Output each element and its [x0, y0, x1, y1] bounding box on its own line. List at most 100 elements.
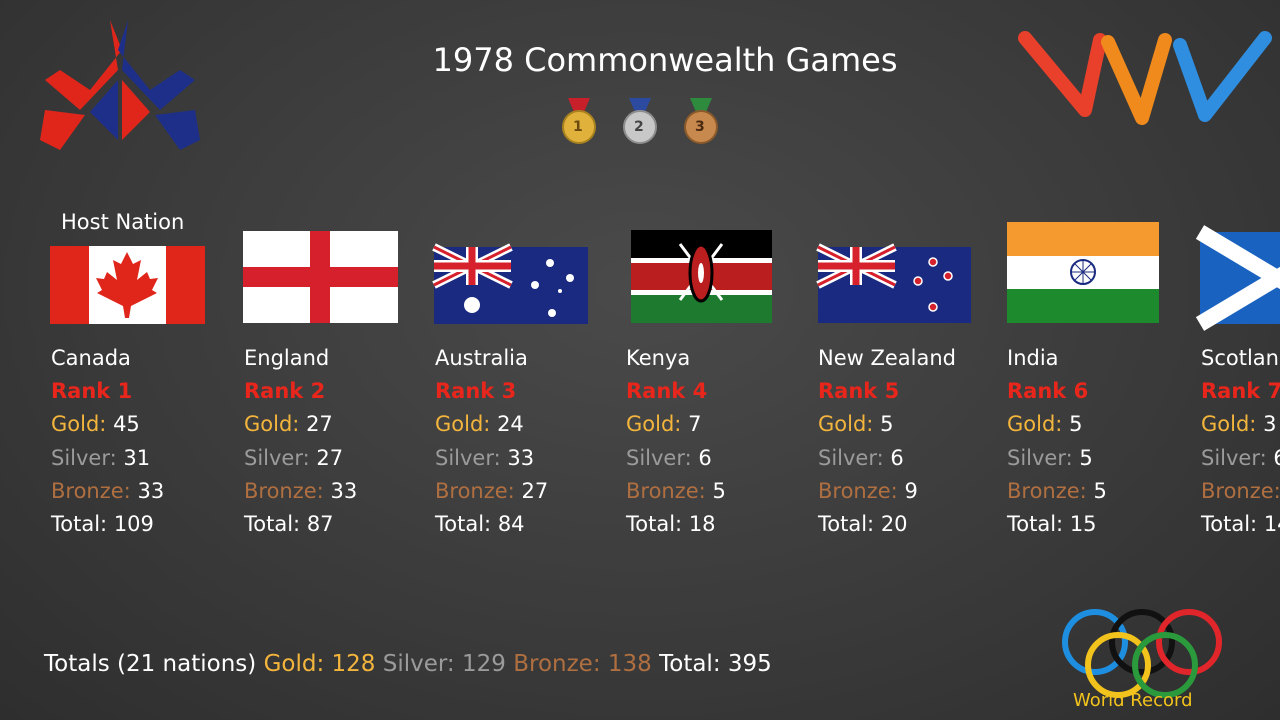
flag-india	[1007, 222, 1159, 323]
cgf-logo	[1018, 31, 1272, 125]
gold-row: Gold: 3	[1201, 414, 1276, 435]
silver-row: Silver: 6	[626, 448, 712, 469]
medal-label: 2	[634, 119, 644, 135]
flag-england	[243, 231, 398, 323]
footer: Totals (21 nations) Gold: 128 Silver: 12…	[44, 651, 772, 677]
total-label: Total:	[244, 512, 301, 536]
silver-row: Silver: 5	[1007, 448, 1093, 469]
medal-label: 1	[573, 119, 583, 135]
bronze-label: Bronze:	[626, 479, 706, 503]
silver-label: Silver:	[626, 446, 692, 470]
bronze-value: 33	[330, 479, 358, 503]
gold-label: Gold:	[1007, 412, 1063, 436]
nation-rank: Rank 2	[244, 379, 326, 403]
bronze-label: Bronze:	[818, 479, 898, 503]
bronze-row: Bronze: 27	[435, 481, 548, 502]
total-value: 18	[688, 512, 716, 536]
footer-label: Totals (21 nations)	[44, 651, 257, 677]
total-row: Total: 20	[818, 514, 908, 535]
gold-label: Gold:	[818, 412, 874, 436]
title: 1978 Commonwealth Games	[432, 41, 898, 79]
total-value: 20	[880, 512, 908, 536]
silver-label: Silver:	[51, 446, 117, 470]
total-label: Total:	[1007, 512, 1064, 536]
bronze-label: Bronze:	[244, 479, 324, 503]
total-row: Total: 18	[626, 514, 716, 535]
nation-name: Kenya	[626, 346, 691, 370]
nation-rank: Rank 6	[1007, 379, 1089, 403]
gold-row: Gold: 27	[244, 414, 333, 435]
silver-value: 5	[1079, 446, 1093, 470]
silver-label: Silver:	[435, 446, 501, 470]
total-value: 87	[306, 512, 334, 536]
gold-label: Gold:	[244, 412, 300, 436]
total-label: Total:	[51, 512, 108, 536]
gold-label: Gold:	[1201, 412, 1257, 436]
bronze-value: 33	[137, 479, 165, 503]
total-label: Total:	[435, 512, 492, 536]
silver-value: 31	[123, 446, 151, 470]
silver-value: 6	[890, 446, 904, 470]
silver-row: Silver: 33	[435, 448, 534, 469]
nation-name: Australia	[435, 346, 528, 370]
bronze-value: 9	[904, 479, 918, 503]
nation-name: India	[1007, 346, 1059, 370]
gold-value: 5	[1069, 412, 1083, 436]
total-value: 15	[1069, 512, 1097, 536]
total-row: Total: 109	[51, 514, 154, 535]
silver-value: 6	[698, 446, 712, 470]
silver-row: Silver: 31	[51, 448, 150, 469]
footer-silver: 129	[462, 651, 506, 677]
gold-value: 5	[880, 412, 894, 436]
silver-row: Silver: 6	[1201, 448, 1280, 469]
silver-label: Silver:	[244, 446, 310, 470]
nation-rank: Rank 7	[1201, 379, 1280, 403]
silver-label: Silver:	[818, 446, 884, 470]
nation-rank: Rank 5	[818, 379, 900, 403]
bronze-row: Bronze: 5	[626, 481, 726, 502]
gold-row: Gold: 7	[626, 414, 701, 435]
bronze-row: Bronze: 33	[51, 481, 164, 502]
flag-australia	[432, 243, 588, 324]
olympic-rings	[1062, 609, 1222, 698]
medal-label: 3	[695, 119, 705, 135]
total-label: Total:	[818, 512, 875, 536]
nation-rank: Rank 4	[626, 379, 708, 403]
total-row: Total: 84	[435, 514, 525, 535]
nation-name: Canada	[51, 346, 131, 370]
bronze-label: Bronze:	[51, 479, 131, 503]
footer-total-label: Total:	[659, 651, 721, 677]
silver-row: Silver: 6	[818, 448, 904, 469]
gold-row: Gold: 5	[1007, 414, 1082, 435]
total-row: Total: 15	[1007, 514, 1097, 535]
gold-row: Gold: 24	[435, 414, 524, 435]
footer-total: 395	[727, 651, 772, 677]
logo-text: World Record	[1073, 690, 1193, 711]
bronze-row: Bronze: 5	[1007, 481, 1107, 502]
nation-rank: Rank 3	[435, 379, 517, 403]
gold-row: Gold: 5	[818, 414, 893, 435]
total-label: Total:	[626, 512, 683, 536]
total-value: 109	[113, 512, 154, 536]
total-label: Total:	[1201, 512, 1258, 536]
gold-value: 27	[306, 412, 333, 436]
bronze-label: Bronze:	[1007, 479, 1087, 503]
gold-label: Gold:	[51, 412, 107, 436]
gold-value: 7	[688, 412, 702, 436]
bronze-value: 5	[1093, 479, 1107, 503]
footer-gold: 128	[331, 651, 376, 677]
bronze-value: 5	[712, 479, 726, 503]
gold-label: Gold:	[435, 412, 491, 436]
flag-new-zealand	[816, 243, 971, 323]
nation-name: Scotland	[1201, 346, 1280, 370]
bronze-label: Bronze:	[435, 479, 515, 503]
nation-name: England	[244, 346, 330, 370]
flag-canada	[50, 246, 205, 324]
flag-scotland	[1195, 225, 1280, 331]
silver-label: Silver:	[1201, 446, 1267, 470]
total-row: Total: 87	[244, 514, 334, 535]
footer-gold-label: Gold:	[263, 651, 325, 677]
games-logo	[40, 20, 200, 150]
gold-value: 24	[497, 412, 524, 436]
footer-bronze-label: Bronze:	[513, 651, 601, 677]
